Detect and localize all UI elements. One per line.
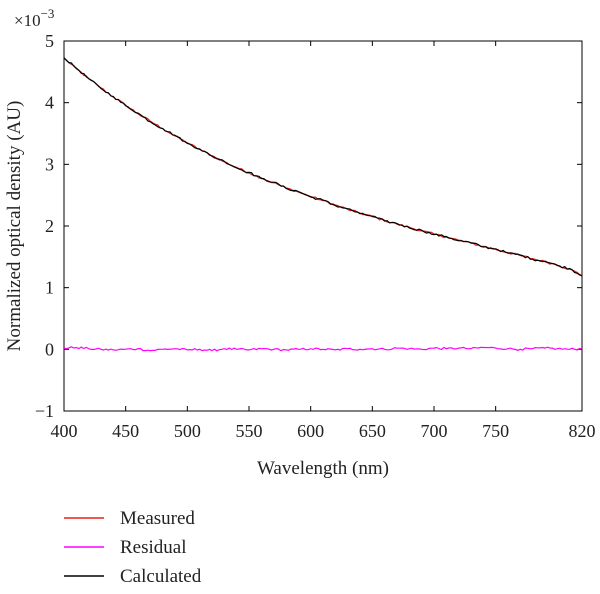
- plot-area: [63, 40, 583, 412]
- legend: Measured Residual Calculated: [64, 508, 202, 587]
- x-axis-ticks: 400 450 500 550 600 650 700 750 820: [51, 41, 596, 441]
- series-line-calculated: [63, 57, 583, 277]
- series-line-measured: [63, 57, 583, 276]
- y-multiplier-exponent: −3: [41, 6, 55, 21]
- legend-label-calculated: Calculated: [120, 566, 202, 587]
- series-line-residual: [63, 346, 583, 352]
- series-layer: [63, 57, 583, 352]
- y-tick-label: 5: [45, 31, 54, 51]
- x-tick-label: 600: [297, 421, 324, 441]
- x-axis-title: Wavelength (nm): [257, 458, 389, 479]
- legend-label-measured: Measured: [120, 508, 195, 529]
- y-axis-ticks: −1 0 1 2 3 4 5: [35, 31, 582, 421]
- x-tick-label: 450: [112, 421, 139, 441]
- y-multiplier-base: ×10: [14, 11, 41, 30]
- x-tick-label: 700: [421, 421, 448, 441]
- y-multiplier-label: ×10−3: [14, 6, 54, 30]
- x-tick-label: 400: [51, 421, 78, 441]
- y-tick-label: 0: [45, 339, 54, 359]
- y-tick-label: 2: [45, 216, 54, 236]
- y-tick-label: 1: [45, 278, 54, 298]
- y-tick-label: −1: [35, 401, 54, 421]
- y-tick-label: 3: [45, 154, 54, 174]
- x-tick-label: 750: [482, 421, 509, 441]
- x-tick-label: 650: [359, 421, 386, 441]
- y-tick-label: 4: [45, 93, 54, 113]
- x-tick-label: 550: [236, 421, 263, 441]
- y-axis-title: Normalized optical density (AU): [4, 101, 25, 352]
- legend-label-residual: Residual: [120, 537, 187, 558]
- x-tick-label: 500: [174, 421, 201, 441]
- x-tick-label: 820: [569, 421, 596, 441]
